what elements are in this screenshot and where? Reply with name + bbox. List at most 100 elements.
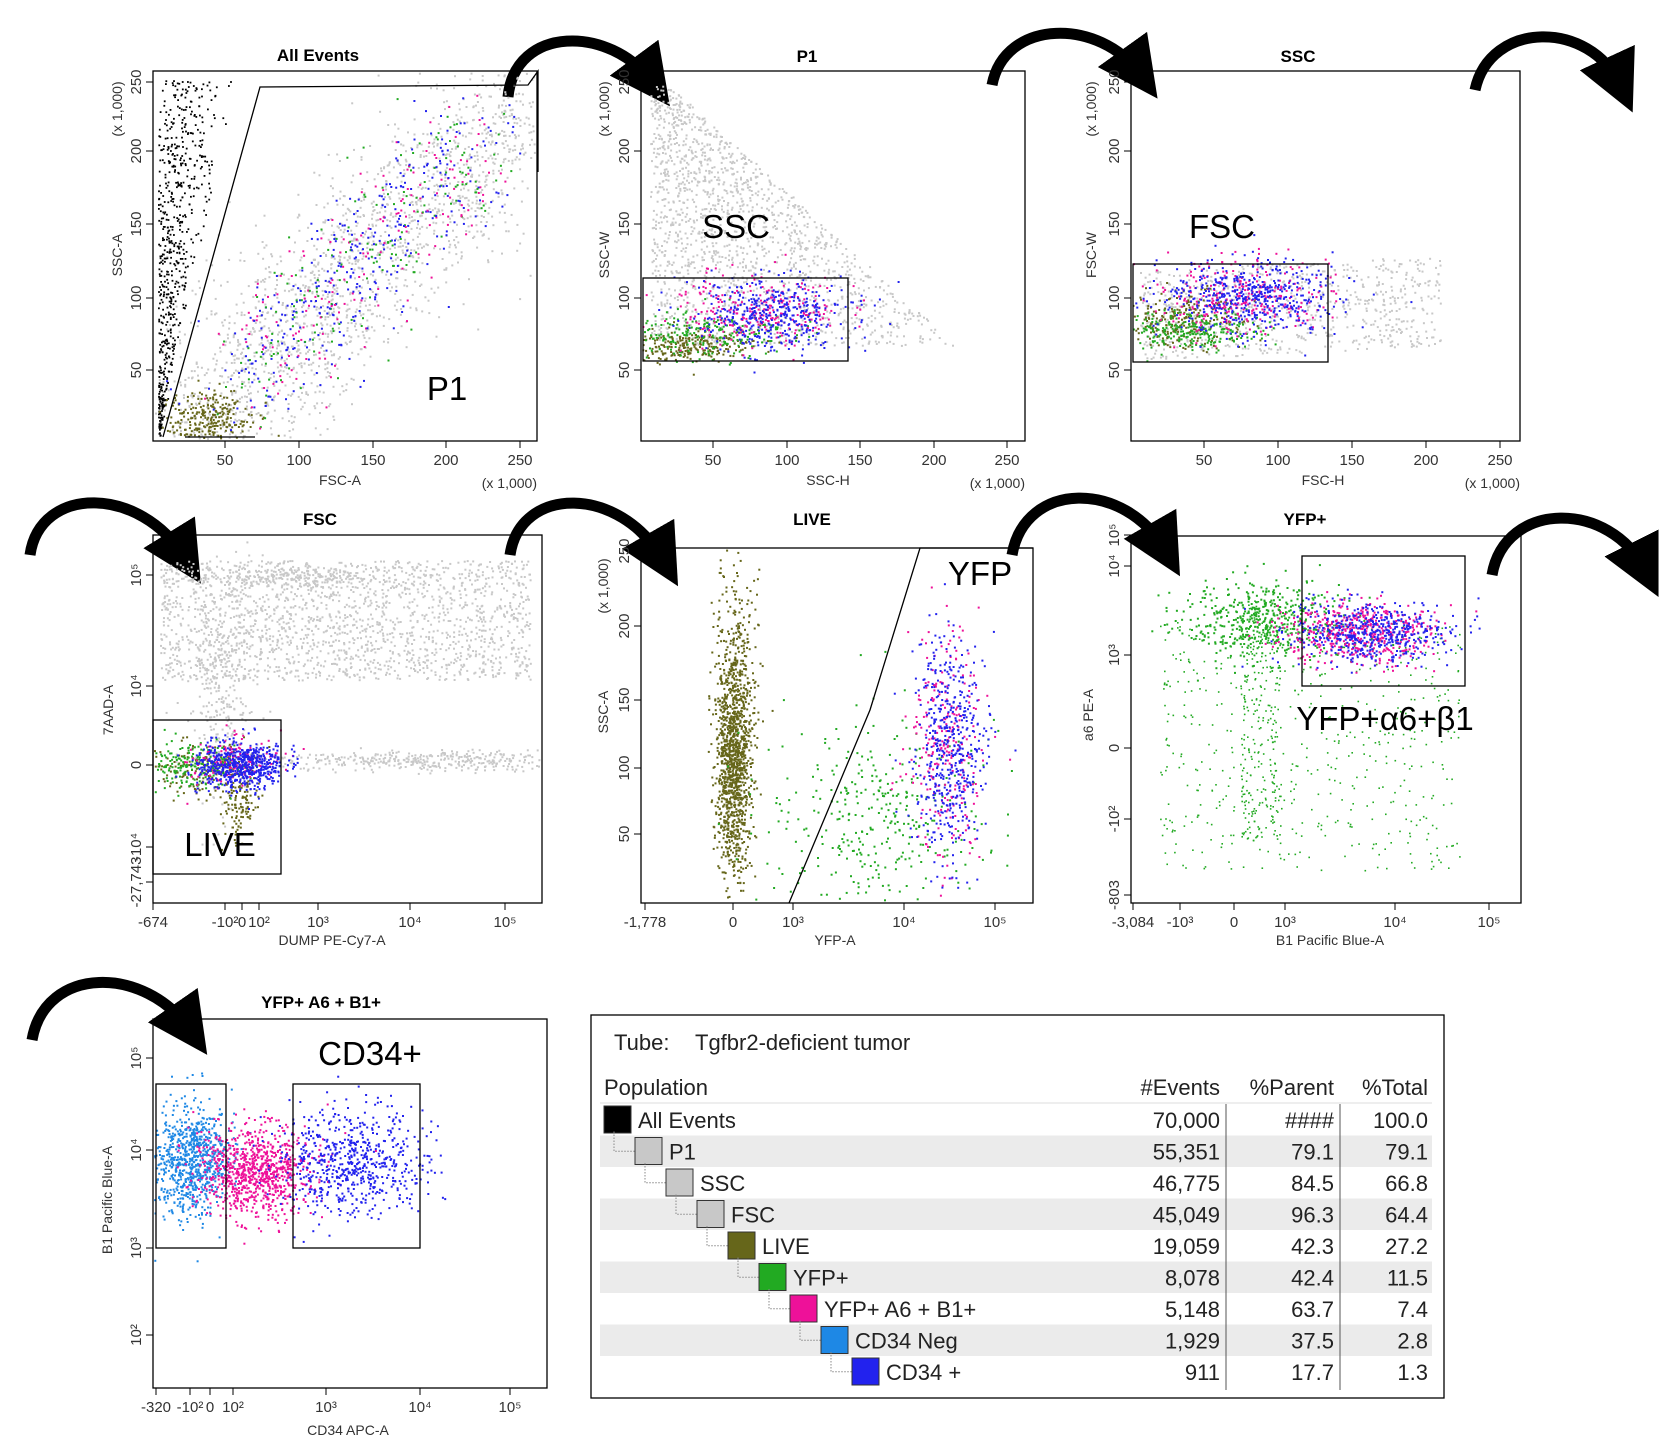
y-multiplier-label: (x 1,000) [595, 558, 611, 613]
x-tick-label: 0 [206, 1399, 214, 1416]
population-color-swatch [727, 1231, 756, 1260]
y-axis-label: 7AAD-A [100, 684, 116, 735]
total-percent: 79.1 [1385, 1140, 1428, 1165]
x-tick-label: 10⁴ [1383, 914, 1406, 931]
plot-title: SSC [1281, 47, 1316, 66]
plot-7-events [154, 1072, 447, 1263]
gate-label: SSC [702, 208, 770, 245]
plot-frame [152, 70, 538, 442]
x-tick-label: 150 [847, 452, 872, 469]
gating-arrow [1469, 31, 1635, 113]
population-color-swatch [696, 1200, 725, 1228]
table-row: SSC 46,775 84.5 66.8 [644, 1163, 1428, 1197]
y-tick-label: 200 [128, 138, 145, 163]
x-tick-label: 50 [705, 452, 722, 469]
y-tick-label: 100 [1106, 285, 1123, 310]
plot-frame [152, 534, 543, 904]
plot-6-events [1151, 562, 1481, 872]
events-value: 19,059 [1153, 1234, 1220, 1259]
x-multiplier-label: (x 1,000) [482, 475, 537, 491]
y-tick-label: 50 [616, 362, 633, 379]
x-tick-label: 100 [774, 452, 799, 469]
y-tick-label: 250 [1106, 69, 1123, 94]
gating-arrow [502, 35, 670, 107]
gate-label: LIVE [184, 826, 256, 863]
x-axis-label: SSC-H [806, 472, 850, 488]
gate-label: YFP [948, 555, 1012, 592]
x-tick-label: 10⁵ [494, 914, 517, 931]
plot-frame [152, 1018, 548, 1389]
x-axis-label: CD34 APC-A [307, 1422, 389, 1438]
gate-fsc [1132, 263, 1329, 363]
column-header: %Total [1362, 1075, 1428, 1100]
gate-label: P1 [427, 370, 467, 407]
plot-1: All Events 50 100 150 200 250 50 100 150 200 250 FS… [109, 46, 539, 491]
events-value: 55,351 [1153, 1140, 1220, 1165]
population-name: All Events [638, 1108, 736, 1133]
y-tick-label: 10² [128, 1324, 145, 1346]
parent-percent: 17.7 [1291, 1360, 1334, 1385]
x-tick-label: 150 [360, 452, 385, 469]
plot-2: P1 50 100 150 200 250 50 100 150 200 250 SSC-H SSC-W… [596, 47, 1026, 491]
population-name: CD34 Neg [855, 1329, 958, 1354]
population-color-swatch [820, 1326, 849, 1354]
population-color-swatch [789, 1294, 818, 1323]
y-multiplier-label: (x 1,000) [596, 81, 612, 136]
y-tick-label: 100 [616, 755, 633, 780]
total-percent: 27.2 [1385, 1234, 1428, 1259]
y-axis-label: a6 PE-A [1080, 688, 1096, 741]
gating-arrow [1486, 512, 1659, 598]
x-tick-label: -674 [138, 914, 168, 931]
y-tick-label: -803 [1106, 880, 1123, 910]
x-axis-label: FSC-A [319, 472, 362, 488]
x-tick-label: 200 [1413, 452, 1438, 469]
y-tick-label: 0 [1106, 744, 1123, 752]
plot-frame [1130, 535, 1522, 904]
y-tick-label: 10⁴ [128, 674, 145, 697]
gate-yfp [788, 547, 1033, 904]
y-tick-label: -10⁴ [128, 833, 145, 861]
x-tick-label: -1,778 [624, 914, 667, 931]
row-stripe [600, 1261, 1432, 1293]
y-tick-label: 0 [128, 761, 145, 769]
x-tick-label: 0 [238, 914, 246, 931]
total-percent: 66.8 [1385, 1171, 1428, 1196]
plot-7: YFP+ A6 + B1+ -320 -10² 0 10² 10³ 10⁴ 10⁵ 10² 10³… [99, 993, 548, 1438]
parent-percent: 96.3 [1291, 1203, 1334, 1228]
parent-percent: 42.3 [1291, 1234, 1334, 1259]
x-tick-label: -3,084 [1112, 914, 1155, 931]
gate-cd34-pos [292, 1083, 421, 1249]
plot-4: FSC-674 -10² 0 10² 10³ 10⁴ 10⁵-27,743-10⁴010⁴1… [100, 510, 543, 948]
x-tick-label: -10² [177, 1399, 204, 1416]
x-tick-label: -10² [212, 914, 239, 931]
y-tick-label: 250 [616, 69, 633, 94]
x-tick-label: 200 [921, 452, 946, 469]
x-axis-label: FSC-H [1302, 472, 1345, 488]
x-axis-label: DUMP PE-Cy7-A [278, 932, 386, 948]
gating-arrow [1006, 492, 1181, 577]
population-name: YFP+ A6 + B1+ [824, 1297, 976, 1322]
y-axis-label: SSC-A [109, 233, 125, 276]
plot-5: LIVE -1,778 0 10³ 10⁴ 10⁵ 50 100 150 200 250 YFP-A S… [595, 510, 1034, 948]
x-tick-label: 10² [248, 914, 270, 931]
y-tick-label: 10³ [128, 1237, 145, 1259]
parent-percent: 79.1 [1291, 1140, 1334, 1165]
gating-arrow [24, 497, 201, 584]
hierarchy-connector [644, 1163, 666, 1184]
events-value: 911 [1185, 1360, 1220, 1385]
events-value: 46,775 [1153, 1171, 1220, 1196]
total-percent: 11.5 [1387, 1266, 1428, 1291]
y-tick-label: 10⁵ [128, 1047, 145, 1070]
column-header: #Events [1141, 1075, 1221, 1100]
column-header: %Parent [1250, 1075, 1334, 1100]
events-value: 1,929 [1165, 1329, 1220, 1354]
tube-label: Tube: [614, 1030, 669, 1055]
plot-title: YFP+ [1284, 510, 1327, 529]
plot-2-events [642, 85, 954, 376]
parent-percent: 63.7 [1291, 1297, 1334, 1322]
hierarchy-connector [830, 1352, 852, 1373]
gate-label: FSC [1189, 208, 1255, 245]
plot-frame [640, 547, 1034, 904]
x-tick-label: -320 [141, 1399, 171, 1416]
y-tick-label: 200 [616, 613, 633, 638]
